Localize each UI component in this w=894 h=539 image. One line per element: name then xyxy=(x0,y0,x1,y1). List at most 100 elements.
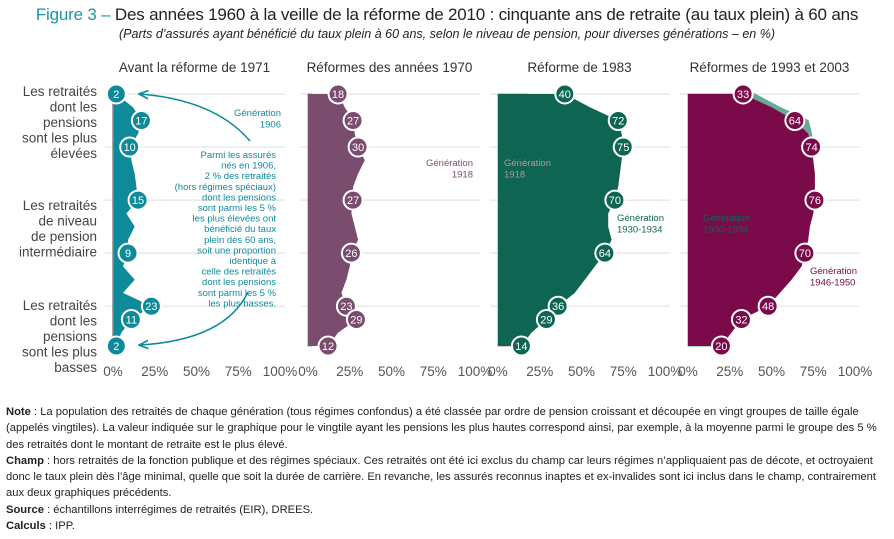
panel-3: Réforme de 1983 0% 25% 50% 75% 100% 40 72 75 70 64… xyxy=(488,60,682,379)
data-point-marker xyxy=(757,295,779,317)
data-label: 64 xyxy=(789,116,801,128)
panel-2: Réformes des années 1970 0% 25% 50% 75% 100% 1… xyxy=(298,60,492,379)
x-tick-label: 100% xyxy=(263,364,298,379)
data-label: 15 xyxy=(132,195,144,207)
annotation-text: (hors régimes spéciaux) xyxy=(175,182,276,193)
data-point-marker xyxy=(105,83,127,105)
figure-title: Figure 3 – Des années 1960 à la veille d… xyxy=(0,5,894,25)
data-point-marker xyxy=(130,110,152,132)
x-tick-label: 0% xyxy=(678,364,698,379)
annotation-text: celle des retraités xyxy=(202,267,277,278)
note-paragraph: Note : La population des retraités de ch… xyxy=(6,404,886,453)
annotation-text: sont parmi les 5 % xyxy=(198,288,277,299)
data-label: 76 xyxy=(809,195,821,207)
data-point-marker xyxy=(801,136,823,158)
annotation-text: 1930-1934 xyxy=(703,225,748,236)
data-label: 64 xyxy=(599,248,611,260)
y-group-label: de pension xyxy=(31,229,97,244)
data-label: 23 xyxy=(340,301,352,313)
data-label: 18 xyxy=(332,89,344,101)
annotation-text: Génération xyxy=(504,158,551,169)
data-point-marker xyxy=(535,308,557,330)
x-tick-label: 0% xyxy=(488,364,508,379)
data-point-marker xyxy=(342,189,364,211)
x-tick-label: 75% xyxy=(225,364,252,379)
x-tick-label: 25% xyxy=(336,364,363,379)
annotation-text: Génération xyxy=(810,266,857,277)
y-group-label: intermédiaire xyxy=(19,245,97,260)
data-point-marker xyxy=(510,335,532,357)
data-label: 27 xyxy=(347,195,359,207)
data-label: 75 xyxy=(617,142,629,154)
arrow-to-bottom-point xyxy=(140,291,249,345)
data-point-marker xyxy=(119,136,141,158)
x-tick-label: 75% xyxy=(800,364,827,379)
data-label: 2 xyxy=(113,341,119,353)
data-label: 26 xyxy=(345,248,357,260)
data-label: 30 xyxy=(352,142,364,154)
annotation-text: 1906 xyxy=(260,120,281,131)
figure-title-text: Des années 1960 à la veille de la réform… xyxy=(114,5,859,24)
x-tick-label: 25% xyxy=(141,364,168,379)
annotation-text: Génération xyxy=(234,108,281,119)
data-point-marker xyxy=(340,242,362,264)
data-label: 11 xyxy=(126,314,137,326)
data-point-marker xyxy=(140,295,162,317)
y-group-label: pensions xyxy=(43,115,97,130)
y-group-label: sont les plus xyxy=(22,131,97,146)
data-label: 27 xyxy=(347,116,359,128)
data-point-marker xyxy=(710,335,732,357)
x-tick-label: 25% xyxy=(526,364,553,379)
source-text: : échantillons interrégimes de retraités… xyxy=(43,503,314,516)
data-label: 2 xyxy=(113,89,119,101)
x-tick-label: 0% xyxy=(298,364,318,379)
data-point-marker xyxy=(784,110,806,132)
data-point-marker xyxy=(730,308,752,330)
data-label: 32 xyxy=(735,314,747,326)
annotation-text: 1918 xyxy=(504,170,525,181)
data-point-marker xyxy=(732,83,754,105)
data-label: 23 xyxy=(145,301,157,313)
data-point-marker xyxy=(117,242,139,264)
data-label: 33 xyxy=(737,89,749,101)
annotation-text: les plus élevées ont xyxy=(193,214,277,225)
figure-subtitle: (Parts d’assurés ayant bénéficié du taux… xyxy=(119,27,775,41)
data-label: 48 xyxy=(762,301,774,313)
area-g-n-ration-1930-1934 xyxy=(498,94,624,346)
annotation-text: dont les pensions xyxy=(202,192,276,203)
champ-paragraph: Champ : hors retraités de la fonction pu… xyxy=(6,453,886,502)
data-label: 29 xyxy=(350,314,362,326)
data-label: 70 xyxy=(799,248,811,260)
x-tick-label: 100% xyxy=(838,364,873,379)
annotation-text: identique à xyxy=(230,256,277,267)
data-point-marker xyxy=(342,110,364,132)
area-g-n-ration-1906 xyxy=(113,94,152,346)
annotation-text: nés en 1906, xyxy=(221,161,276,172)
data-point-marker xyxy=(612,136,634,158)
data-point-marker xyxy=(547,295,569,317)
annotation-text: 1930-1934 xyxy=(617,225,662,236)
data-label: 20 xyxy=(715,341,727,353)
x-tick-label: 100% xyxy=(648,364,683,379)
annotation-text: sont parmi les 5 % xyxy=(198,203,277,214)
annotation-text: les plus basses. xyxy=(208,298,276,309)
data-label: 17 xyxy=(135,116,147,128)
note-label: Note xyxy=(6,406,31,418)
data-label: 40 xyxy=(559,89,571,101)
data-point-marker xyxy=(554,83,576,105)
y-group-label: pensions xyxy=(43,329,97,344)
annotation-text: 2 % des retraités xyxy=(205,171,277,182)
data-point-marker xyxy=(794,242,816,264)
data-point-marker xyxy=(127,189,149,211)
data-point-marker xyxy=(105,335,127,357)
area-g-n-ration-1946-1950 xyxy=(688,94,815,346)
area-g-n-ration-1918 xyxy=(308,94,365,346)
y-group-label: dont les xyxy=(50,314,98,329)
arrow-to-top-point xyxy=(140,94,251,142)
annotation-text: 1918 xyxy=(452,170,473,181)
x-tick-label: 50% xyxy=(758,364,785,379)
y-group-label: dont les xyxy=(50,100,98,115)
panel-title: Réformes des années 1970 xyxy=(307,60,473,75)
data-label: 14 xyxy=(515,341,527,353)
data-point-marker xyxy=(317,335,339,357)
